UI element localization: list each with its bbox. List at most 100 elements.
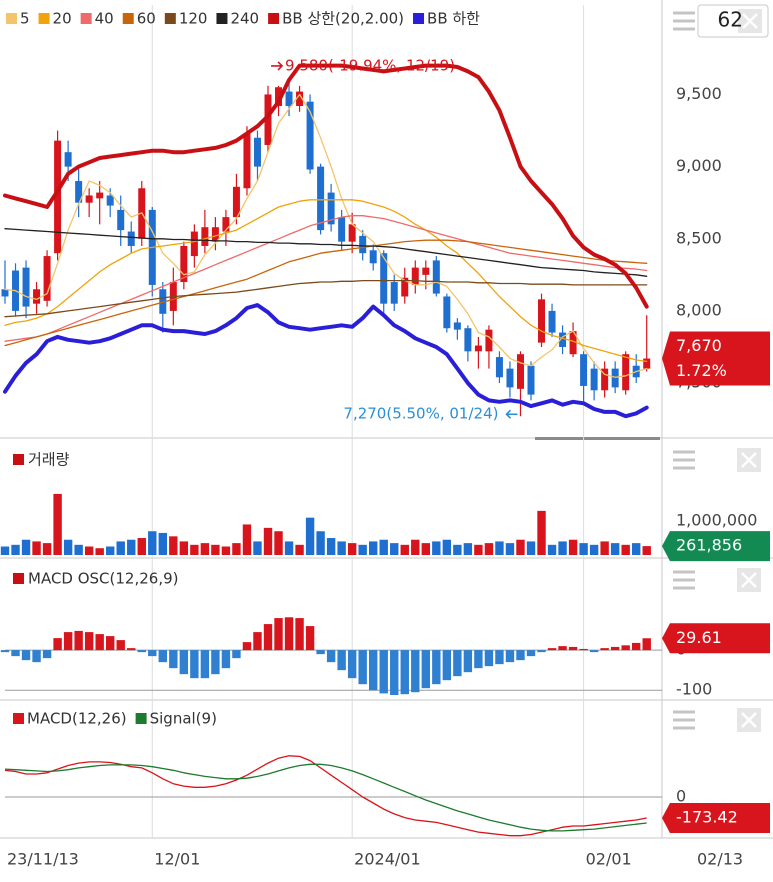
indicator-line [4, 279, 648, 318]
bar [632, 543, 641, 555]
bar [127, 648, 136, 651]
bar [537, 650, 546, 653]
menu-icon[interactable] [673, 11, 695, 31]
bar [253, 632, 262, 651]
candle-body [432, 260, 440, 294]
y-tick-label: 8,000 [676, 300, 722, 319]
bar [284, 541, 294, 555]
indicator-line [4, 228, 648, 277]
bar [106, 636, 115, 651]
bar [116, 541, 125, 555]
panel-swatch [13, 454, 24, 465]
series-line [4, 755, 647, 837]
bar [274, 531, 283, 555]
candle-body [506, 368, 514, 388]
candle-body [201, 227, 209, 246]
legend-label: 60 [137, 10, 156, 28]
bar [316, 531, 325, 555]
indicator-line [3, 63, 649, 309]
candle-body [317, 166, 325, 231]
bar [221, 546, 231, 555]
bar [600, 541, 609, 555]
menu-icon[interactable] [673, 570, 695, 590]
legend-label: 5 [20, 10, 30, 28]
legend-label: 20 [53, 10, 72, 28]
candle-body [222, 217, 230, 232]
legend-swatch [164, 13, 176, 24]
candle-body [180, 245, 188, 283]
legend-swatch [38, 13, 50, 24]
close-button[interactable] [737, 708, 761, 732]
candle-body [338, 217, 346, 242]
panel-title: MACD OSC(12,26,9) [28, 570, 179, 588]
close-button[interactable] [737, 448, 761, 472]
candle-body [474, 345, 482, 352]
bar [127, 539, 136, 555]
bar [474, 544, 483, 555]
bar [358, 544, 367, 555]
candle-body [443, 296, 451, 329]
candle-body [348, 224, 356, 242]
last-value-box [662, 531, 770, 562]
bars [0, 493, 651, 555]
bar [474, 650, 483, 669]
bar [537, 510, 546, 555]
candle-body [569, 331, 577, 355]
bar [242, 524, 252, 555]
candle-body [43, 256, 51, 301]
candle-body [622, 354, 630, 391]
candle-body [369, 250, 377, 264]
bar [337, 541, 346, 555]
bar [390, 650, 399, 695]
legend-swatch [80, 13, 92, 24]
bar [411, 650, 420, 693]
last-value-box [662, 623, 770, 654]
bar [390, 543, 399, 555]
bar [369, 650, 378, 691]
bar [505, 543, 515, 555]
bar [305, 517, 315, 555]
last-value-box [662, 331, 770, 386]
candle-body [85, 195, 93, 203]
bar [610, 543, 620, 555]
legend-swatch [268, 13, 280, 24]
count-input[interactable]: 62 [697, 4, 769, 38]
legend-swatch [13, 713, 24, 724]
x-tick-label: 23/11/13 [7, 850, 79, 869]
candle-body [33, 289, 41, 304]
bar [621, 544, 630, 555]
candle-body [96, 192, 104, 199]
bar [200, 650, 210, 679]
legend-label: BB 상한(20,2.00) [282, 10, 404, 28]
bar [158, 650, 167, 663]
bar [42, 543, 52, 555]
bar [579, 648, 588, 651]
bar [32, 650, 41, 663]
bar [453, 544, 462, 555]
candle-body [411, 267, 419, 285]
bar [0, 650, 10, 653]
bar [95, 548, 104, 555]
menu-icon[interactable] [673, 450, 695, 470]
y-tick-label: 1,000,000 [676, 511, 757, 530]
scroll-thumb[interactable] [535, 437, 660, 440]
bar [642, 546, 651, 555]
bar [453, 650, 462, 677]
bar [326, 650, 336, 663]
candle-body [159, 289, 167, 314]
close-button[interactable] [737, 568, 761, 592]
panel-swatch [13, 573, 24, 584]
bar [400, 650, 409, 695]
legend-swatch [6, 13, 17, 24]
indicator-line [3, 303, 649, 419]
x-tick-label: 2024/01 [354, 850, 420, 869]
candle-body [643, 358, 651, 369]
bar [442, 650, 452, 681]
menu-icon[interactable] [673, 710, 695, 730]
legend-label: BB 하한 [427, 10, 480, 28]
bar [137, 538, 146, 555]
bar [190, 544, 199, 555]
